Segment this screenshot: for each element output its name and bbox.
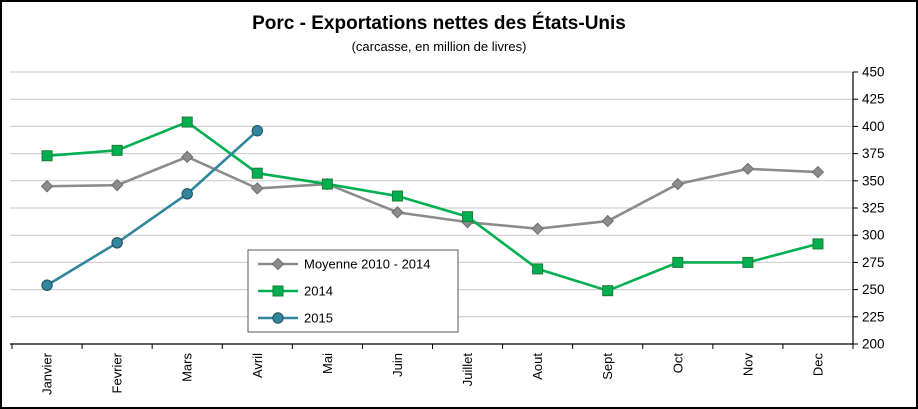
x-tick-label: Juin	[390, 353, 405, 377]
series-line-2014	[46, 120, 819, 292]
legend-label: 2014	[304, 284, 333, 299]
x-tick-label: Nov	[740, 353, 755, 377]
marker-moyenne-2010-2014	[251, 182, 264, 195]
marker-moyenne-2010-2014	[40, 180, 54, 193]
series-2015	[41, 125, 263, 291]
series-moyenne-2010-2014	[40, 150, 825, 235]
x-tick-label: Dec	[810, 353, 825, 377]
marker-moyenne-2010-2014	[601, 214, 614, 228]
marker-moyenne-2010-2014	[671, 177, 684, 191]
y-tick-label: 425	[862, 92, 885, 107]
chart-title: Porc - Exportations nettes des États-Uni…	[252, 13, 626, 34]
x-tick-label: Fevrier	[110, 352, 125, 393]
marker-2014	[321, 178, 333, 190]
marker-2015	[181, 188, 193, 200]
y-tick-label: 275	[862, 255, 885, 270]
x-tick-label: Janvier	[40, 352, 55, 395]
marker-2014	[812, 238, 824, 250]
legend-marker	[272, 312, 284, 324]
legend-marker	[272, 285, 284, 297]
y-tick-label: 250	[862, 282, 885, 297]
series-2014	[41, 116, 824, 297]
legend-label: Moyenne 2010 - 2014	[304, 257, 430, 272]
x-tick-label: Sept	[600, 353, 615, 380]
marker-2014	[111, 144, 123, 156]
x-tick-label: Mars	[180, 353, 195, 382]
series-line-moyenne-2010-2014	[47, 155, 819, 230]
y-tick-label: 375	[862, 146, 885, 161]
legend-label: 2015	[304, 311, 333, 326]
marker-moyenne-2010-2014	[181, 150, 194, 164]
marker-2014	[251, 167, 263, 179]
marker-2015	[251, 125, 263, 137]
marker-2014	[532, 263, 544, 275]
marker-2015	[111, 237, 123, 249]
series-line-2015	[46, 129, 259, 287]
y-tick-label: 350	[862, 173, 885, 188]
x-tick-label: Oct	[670, 353, 685, 374]
chart-subtitle: (carcasse, en million de livres)	[351, 39, 527, 54]
marker-2015	[41, 279, 53, 291]
marker-2014	[742, 256, 754, 268]
marker-2014	[181, 116, 193, 128]
marker-2014	[391, 190, 403, 202]
x-tick-label: Mai	[320, 353, 335, 374]
marker-2014	[41, 150, 53, 162]
y-tick-label: 300	[862, 228, 885, 243]
y-tick-label: 400	[862, 119, 885, 134]
marker-2014	[462, 211, 474, 223]
legend: Moyenne 2010 - 2014 2014 2015	[247, 249, 459, 333]
y-tick-label: 225	[862, 309, 885, 324]
marker-moyenne-2010-2014	[531, 222, 544, 235]
y-tick-label: 450	[862, 65, 885, 80]
y-tick-label: 325	[862, 201, 885, 216]
marker-moyenne-2010-2014	[811, 165, 825, 179]
marker-2014	[672, 256, 684, 268]
x-tick-label: Aout	[530, 353, 545, 380]
marker-2014	[602, 285, 614, 297]
marker-moyenne-2010-2014	[110, 178, 124, 192]
marker-moyenne-2010-2014	[741, 162, 755, 176]
marker-moyenne-2010-2014	[391, 206, 404, 219]
x-tick-label: Juillet	[460, 353, 475, 387]
y-tick-label: 200	[862, 337, 885, 352]
legend-marker	[271, 257, 285, 271]
x-tick-label: Avril	[250, 353, 265, 378]
